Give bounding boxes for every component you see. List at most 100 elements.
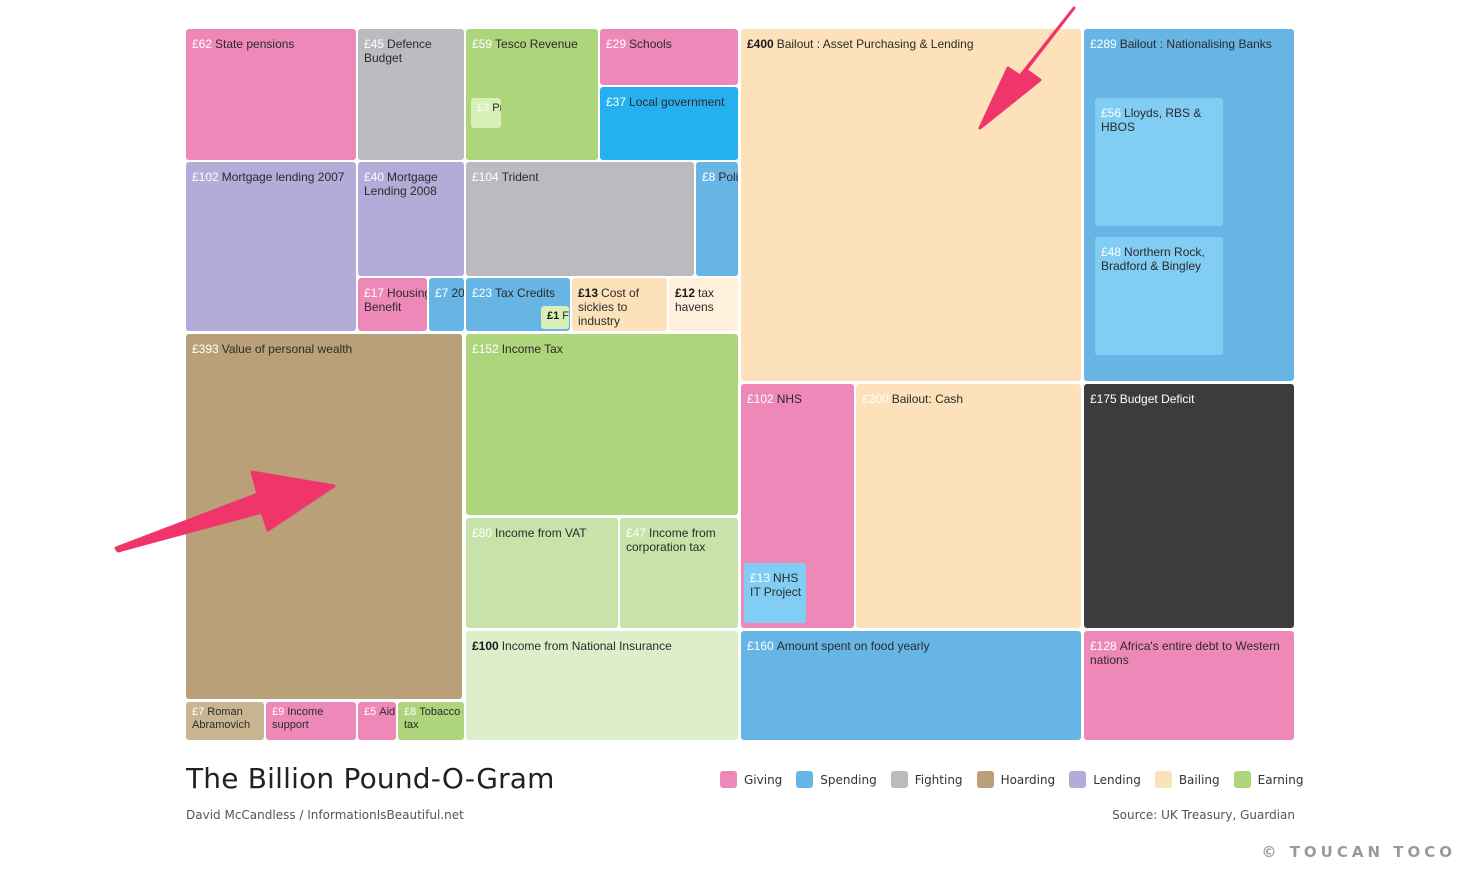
treemap-cell-schools: £29 Schools: [600, 29, 738, 85]
watermark: © TOUCAN TOCO: [1261, 843, 1456, 861]
cell-label: £8Police: [702, 170, 738, 184]
treemap-cell-trident: £104 Trident: [466, 162, 694, 276]
cell-label: £289 Bailout : Nationalising Banks: [1090, 37, 1290, 51]
cell-text: Income from National Insurance: [501, 639, 672, 653]
cell-label: £29 Schools: [606, 37, 734, 51]
source-text: Source: UK Treasury, Guardian: [1112, 808, 1295, 822]
treemap-cell-mortgage-2008: £40 Mortgage Lending 2008: [358, 162, 464, 276]
cell-label: £80 Income from VAT: [472, 526, 614, 540]
cell-amount: £8: [702, 170, 716, 184]
treemap-cell-tesco-revenue: £59 Tesco Revenue: [466, 29, 598, 160]
cell-label: £102 Mortgage lending 2007: [192, 170, 352, 184]
cell-text: Mortgage Lending 2008: [364, 170, 438, 198]
cell-label: £37 Local government: [606, 95, 734, 109]
legend-swatch: [1233, 771, 1251, 788]
cell-text: Tax Credits: [495, 286, 556, 300]
legend-item-lending: Lending: [1069, 771, 1141, 788]
cell-text: Bailout : Nationalising Banks: [1119, 37, 1272, 51]
cell-label: £102 NHS: [747, 392, 850, 406]
legend-item-spending: Spending: [796, 771, 877, 788]
cell-text: Cost of sickies to industry: [578, 286, 640, 328]
legend-label: Fighting: [914, 772, 963, 787]
treemap-cell-income-support: £9 Income support: [266, 702, 356, 740]
credit-text: David McCandless / InformationIsBeautifu…: [186, 808, 464, 822]
treemap-cell-bailout-asset: £400 Bailout : Asset Purchasing & Lending: [741, 29, 1081, 381]
legend-swatch: [720, 771, 737, 788]
treemap-cell-fraud: £1Fraud: [541, 306, 569, 329]
treemap-cell-northern-rock: £48 Northern Rock, Bradford & Bingley: [1095, 237, 1223, 355]
cell-label: £13 NHS IT Project: [750, 571, 802, 599]
legend-item-giving: Giving: [720, 771, 782, 788]
legend: Giving Spending Fighting Hoarding Lending Bai…: [720, 771, 1303, 788]
cell-text: Schools: [629, 37, 672, 51]
cell-amount: £1: [547, 310, 560, 322]
treemap-cell-police: £8Police: [696, 162, 738, 276]
cell-label: £7 Roman Abramovich: [192, 706, 260, 732]
cell-label: £13 Cost of sickies to industry: [578, 286, 663, 328]
cell-text: NHS: [776, 392, 803, 406]
cell-text: Police: [718, 170, 738, 184]
cell-text: Tesco Revenue: [495, 37, 578, 51]
cell-amount: £17: [364, 286, 385, 300]
legend-item-bailing: Bailing: [1154, 771, 1220, 788]
cell-text: 2012: [451, 286, 464, 300]
cell-label: £72012: [435, 286, 464, 300]
cell-label: £9 Income support: [272, 706, 352, 732]
treemap-cell-tobacco-tax: £8 Tobacco tax: [398, 702, 464, 740]
cell-amount: £400: [747, 37, 774, 51]
treemap-cell-aid: £5 Aid: [358, 702, 396, 740]
cell-text: Value of personal wealth: [221, 342, 353, 356]
treemap-cell-budget-deficit: £175 Budget Deficit: [1084, 384, 1294, 628]
treemap-cell-abramovich: £7 Roman Abramovich: [186, 702, 264, 740]
cell-text: State pensions: [215, 37, 295, 51]
cell-amount: £175: [1090, 392, 1117, 406]
cell-label: £23 Tax Credits: [472, 286, 566, 300]
cell-amount: £102: [192, 170, 219, 184]
treemap-cell-tax-credits-fraud: £23 Tax Credits: [466, 278, 570, 331]
treemap-cell-vat: £80 Income from VAT: [466, 518, 618, 628]
cell-text: Local government: [629, 95, 725, 109]
cell-text: Income from corporation tax: [626, 526, 716, 554]
cell-label: £5 Aid: [364, 706, 395, 719]
cell-text: Trident: [501, 170, 539, 184]
legend-label: Giving: [744, 772, 783, 787]
cell-text: Fraud: [562, 310, 569, 322]
cell-amount: £100: [472, 639, 499, 653]
treemap-cell-income-tax: £152 Income Tax: [466, 334, 738, 515]
cell-amount: £13: [578, 286, 599, 300]
cell-amount: £289: [1090, 37, 1117, 51]
cell-label: £8 Tobacco tax: [404, 706, 460, 732]
legend-label: Bailing: [1178, 772, 1220, 787]
cell-label: £152 Income Tax: [472, 342, 734, 356]
treemap-cell-food: £160 Amount spent on food yearly: [741, 631, 1081, 740]
legend-item-earning: Earning: [1233, 771, 1303, 788]
cell-text: Income from VAT: [495, 526, 587, 540]
cell-label: £40 Mortgage Lending 2008: [364, 170, 460, 198]
cell-amount: £37: [606, 95, 627, 109]
treemap-cell-mortgage-2007: £102 Mortgage lending 2007: [186, 162, 356, 331]
cell-label: £128 Africa's entire debt to Western nati…: [1090, 639, 1290, 667]
cell-label: £56 Lloyds, RBS & HBOS: [1101, 106, 1219, 134]
cell-text: Lloyds, RBS & HBOS: [1101, 106, 1202, 134]
treemap-cell-sickies: £13 Cost of sickies to industry: [572, 278, 667, 331]
treemap-cell-local-government: £37 Local government: [600, 87, 738, 160]
cell-label: £160 Amount spent on food yearly: [747, 639, 1077, 653]
cell-label: £47 Income from corporation tax: [626, 526, 734, 554]
legend-swatch: [1154, 771, 1172, 788]
treemap-cell-personal-wealth: £393 Value of personal wealth: [186, 334, 462, 699]
cell-amount: £128: [1090, 639, 1117, 653]
legend-label: Hoarding: [1000, 772, 1056, 787]
cell-text: Housing Benefit: [364, 286, 427, 314]
cell-amount: £48: [1101, 245, 1122, 259]
cell-amount: £23: [472, 286, 493, 300]
cell-amount: £7: [435, 286, 449, 300]
cell-text: NHS IT Project: [750, 571, 802, 599]
cell-amount: £59: [472, 37, 493, 51]
treemap-cell-state-pensions: £62 State pensions: [186, 29, 356, 160]
cell-label: £104 Trident: [472, 170, 690, 184]
cell-text: Income Tax: [501, 342, 563, 356]
treemap-cell-olympics-2012: £72012: [429, 278, 464, 331]
cell-text: Income support: [272, 706, 324, 731]
cell-amount: £7: [192, 706, 205, 718]
cell-text: Profits: [492, 102, 501, 114]
